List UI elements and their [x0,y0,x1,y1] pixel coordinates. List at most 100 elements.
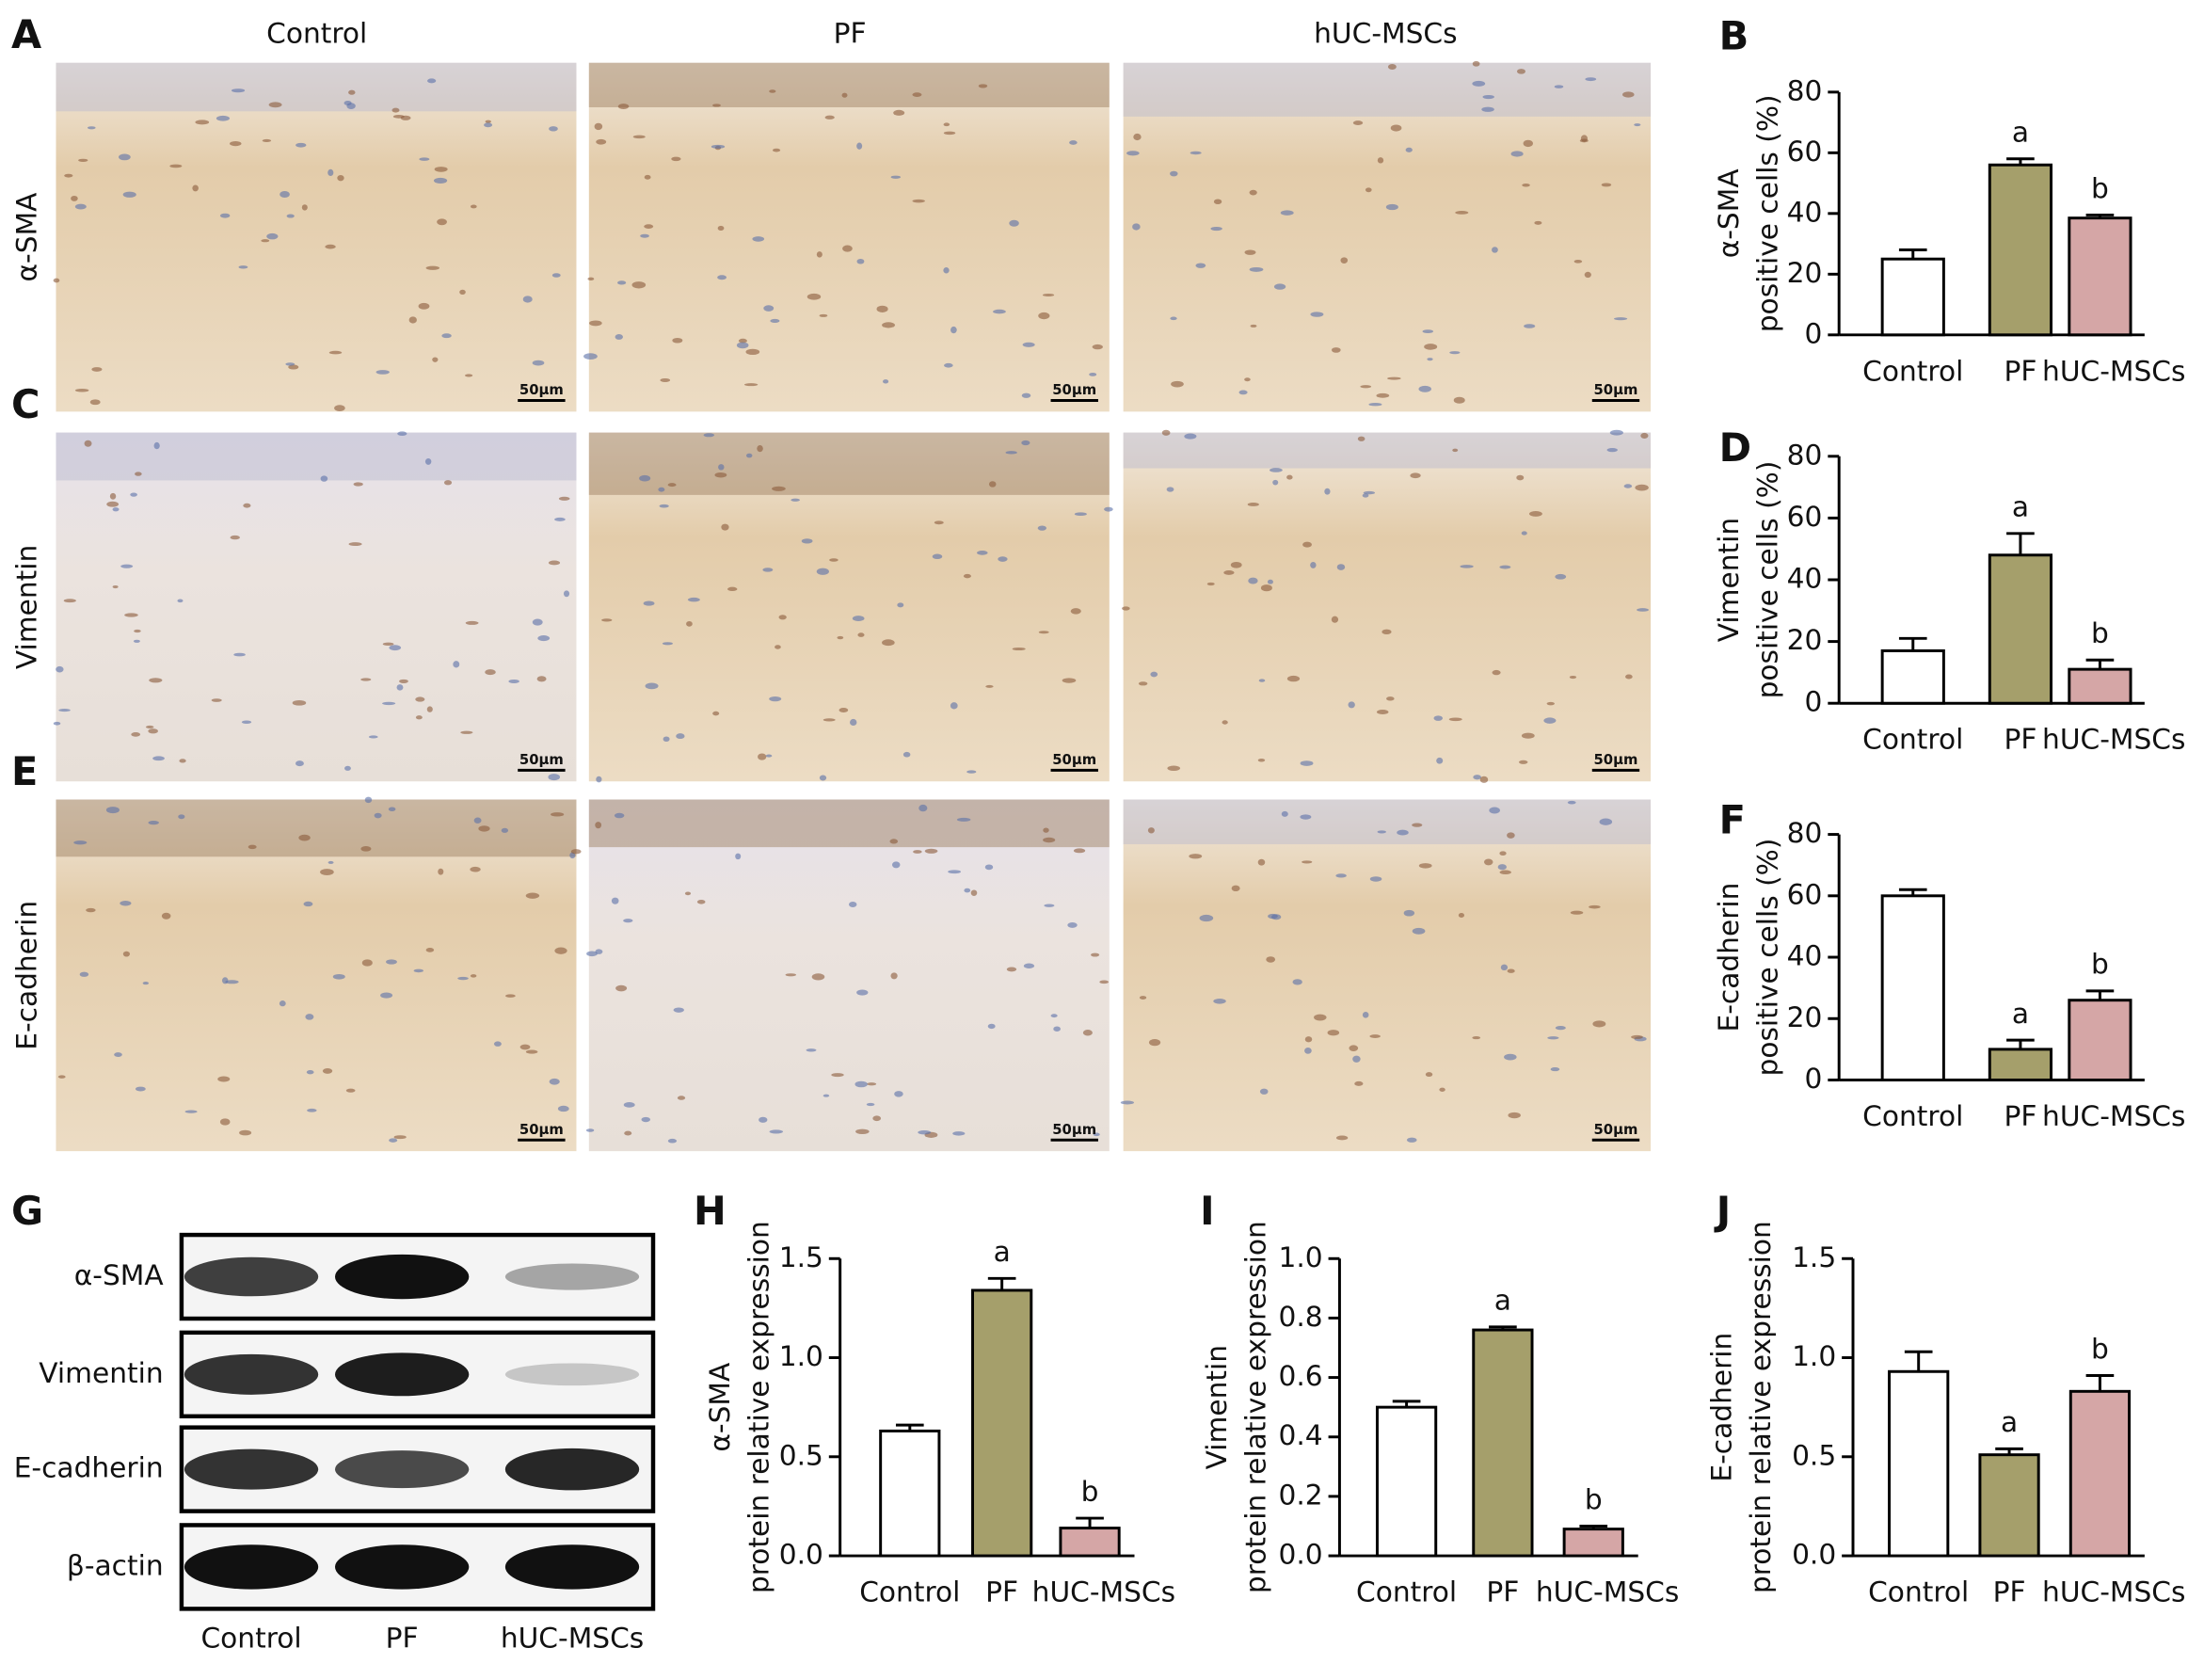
cell-nucleus [425,948,435,952]
cell-nucleus [677,1096,686,1100]
cell-nucleus [348,542,362,547]
micrograph [1123,62,1652,412]
x-tick-label: Control [1862,1099,1963,1132]
cell-nucleus [1244,377,1251,382]
cell-nucleus [1093,1132,1100,1137]
cell-nucleus [1122,606,1130,611]
panel-letter: J [1714,1188,1731,1234]
cell-nucleus [644,224,654,229]
cell-nucleus [485,669,496,676]
cell-nucleus [399,679,408,683]
y-tick-label: 40 [1787,562,1823,595]
cell-nucleus [640,233,649,238]
cell-nucleus [89,399,101,406]
cell-nucleus [711,144,726,149]
cell-nucleus [918,804,928,812]
cell-nucleus [120,564,134,568]
significance-label: b [2091,1332,2109,1365]
cell-nucleus [831,1073,844,1078]
cell-nucleus [1310,561,1317,568]
cell-nucleus [1324,488,1331,495]
cell-nucleus [554,947,567,954]
cell-nucleus [87,126,96,130]
x-tick-label: Control [1356,1576,1457,1608]
cell-nucleus [1453,396,1465,404]
cell-nucleus [624,1130,632,1136]
cell-nucleus [585,1128,595,1132]
cell-nucleus [1273,283,1286,290]
y-tick-label: 0.0 [1792,1538,1836,1571]
cell-nucleus [441,333,452,339]
cell-nucleus [596,776,602,783]
cell-nucleus [344,765,351,771]
cell-nucleus [1449,351,1461,355]
significance-label: a [2012,116,2029,149]
cell-nucleus [611,897,619,904]
cell-nucleus [1230,561,1242,568]
cell-nucleus [118,153,131,161]
cell-nucleus [667,1138,678,1144]
cell-nucleus [1406,1137,1417,1143]
cell-nucleus [769,696,782,702]
significance-label: a [2012,490,2029,523]
column-label: hUC-MSCs [1314,17,1457,50]
cell-nucleus [948,870,962,874]
cell-nucleus [696,899,706,904]
cell-nucleus [63,599,76,603]
cell-nucleus [1397,829,1409,836]
cell-nucleus [368,735,378,739]
cell-nucleus [659,504,669,508]
band [334,1352,470,1397]
micrograph [588,62,1110,412]
cell-nucleus [241,720,252,725]
cell-nucleus [1534,220,1542,225]
bar [879,1429,941,1558]
cell-nucleus [752,236,765,242]
cell-nucleus [1510,151,1524,157]
bar [1059,1527,1121,1558]
cell-nucleus [1634,123,1641,127]
cell-nucleus [397,431,407,437]
cell-nucleus [1573,259,1583,264]
x-tick-label: Control [1868,1576,1969,1608]
panel-letter: I [1200,1188,1214,1234]
cell-nucleus [327,168,334,177]
cell-nucleus [1021,392,1031,398]
y-axis-label: protein relative expression [1238,1221,1271,1593]
cell-nucleus [178,814,185,820]
cell-nucleus [1376,392,1390,398]
cell-nucleus [1133,133,1142,141]
cell-nucleus [295,760,304,767]
cell-nucleus [301,204,308,211]
cell-nucleus [1403,909,1415,917]
cell-nucleus [1147,827,1155,834]
cell-nucleus [1357,436,1366,441]
y-tick-label: 0.0 [779,1538,823,1571]
cell-nucleus [1516,69,1525,74]
cell-nucleus [424,457,432,465]
cell-nucleus [1368,402,1382,407]
cell-nucleus [432,357,439,362]
cell-nucleus [135,472,142,476]
cell-nucleus [1314,1014,1327,1021]
scale-bar-label: 50μm [1052,752,1096,768]
cell-nucleus [1589,904,1601,909]
cell-nucleus [1499,565,1511,569]
cell-nucleus [1352,120,1364,125]
cell-nucleus [57,1075,66,1079]
cell-nucleus [346,103,356,109]
cell-nucleus [470,974,477,978]
cell-nucleus [1006,967,1017,972]
cell-nucleus [337,174,344,182]
cell-nucleus [773,148,781,152]
cell-nucleus [586,951,598,957]
cell-nucleus [1286,675,1301,682]
cell-nucleus [388,807,396,812]
cell-nucleus [1268,913,1278,920]
cell-nucleus [374,812,382,819]
y-tick-label: 0 [1805,685,1823,718]
cell-nucleus [484,122,493,128]
cell-nucleus [161,912,171,920]
micrograph [1123,799,1652,1152]
cell-nucleus [762,568,774,572]
